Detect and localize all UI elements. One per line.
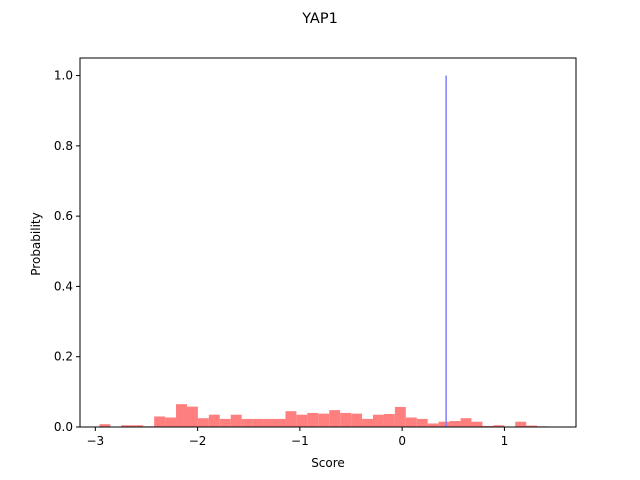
axes-frame — [79, 57, 577, 428]
histogram-bar — [121, 425, 133, 427]
histogram-bar — [383, 413, 395, 427]
x-axis-label: Score — [311, 456, 345, 470]
y-tick-label: 0.8 — [54, 139, 73, 153]
histogram-bar — [285, 411, 297, 427]
x-tick-label: −2 — [189, 434, 207, 448]
histogram-bar — [274, 418, 286, 427]
histogram-bar — [394, 406, 406, 427]
histogram-bar — [296, 414, 308, 427]
histogram-bar — [493, 425, 505, 427]
histogram-bar — [154, 416, 166, 427]
histogram-bar — [186, 406, 198, 427]
y-tick-label: 0.6 — [54, 209, 73, 223]
histogram-bar — [263, 418, 275, 427]
x-tick-label: −3 — [86, 434, 104, 448]
histogram-bar — [165, 417, 177, 427]
histogram-bar — [416, 418, 428, 427]
histogram-bar — [241, 418, 253, 427]
histogram-bar — [362, 418, 373, 427]
histogram-bar — [176, 404, 187, 427]
x-tick-label: −1 — [291, 434, 309, 448]
histogram-bar — [515, 421, 527, 427]
histogram-bar — [307, 412, 319, 427]
histogram-bar — [132, 425, 144, 427]
y-tick-label: 0.2 — [54, 350, 73, 364]
y-tick-label: 0.0 — [54, 420, 73, 434]
histogram-bar — [318, 413, 330, 427]
histogram-bar — [340, 412, 352, 427]
histogram-bar — [99, 424, 111, 427]
y-axis-label: Probability — [29, 212, 43, 275]
x-tick-label: 1 — [501, 434, 509, 448]
chart-title: YAP1 — [301, 11, 338, 27]
y-tick-label: 0.4 — [54, 279, 73, 293]
histogram-bar — [372, 414, 384, 427]
histogram-bar — [351, 413, 363, 427]
histogram-bar — [460, 418, 472, 427]
histogram-bar — [427, 423, 439, 427]
histogram-bar — [329, 410, 341, 427]
histogram-bar — [482, 425, 494, 427]
histogram-bar — [219, 418, 231, 427]
histogram-bar — [449, 421, 461, 427]
histogram-bar — [438, 421, 450, 427]
histogram-bar — [197, 418, 209, 427]
histogram-bar — [471, 421, 483, 427]
histogram-bar — [526, 425, 538, 427]
histogram-bar — [252, 418, 264, 427]
y-tick-label: 1.0 — [54, 69, 73, 83]
histogram-bar — [208, 414, 220, 427]
plot-area: −3 −2 −1 0 1 0.0 0.2 0.4 0.6 0.8 1.0 — [54, 57, 577, 448]
histogram-bar — [405, 417, 417, 427]
x-tick-label: 0 — [398, 434, 406, 448]
histogram-bar — [230, 414, 242, 427]
